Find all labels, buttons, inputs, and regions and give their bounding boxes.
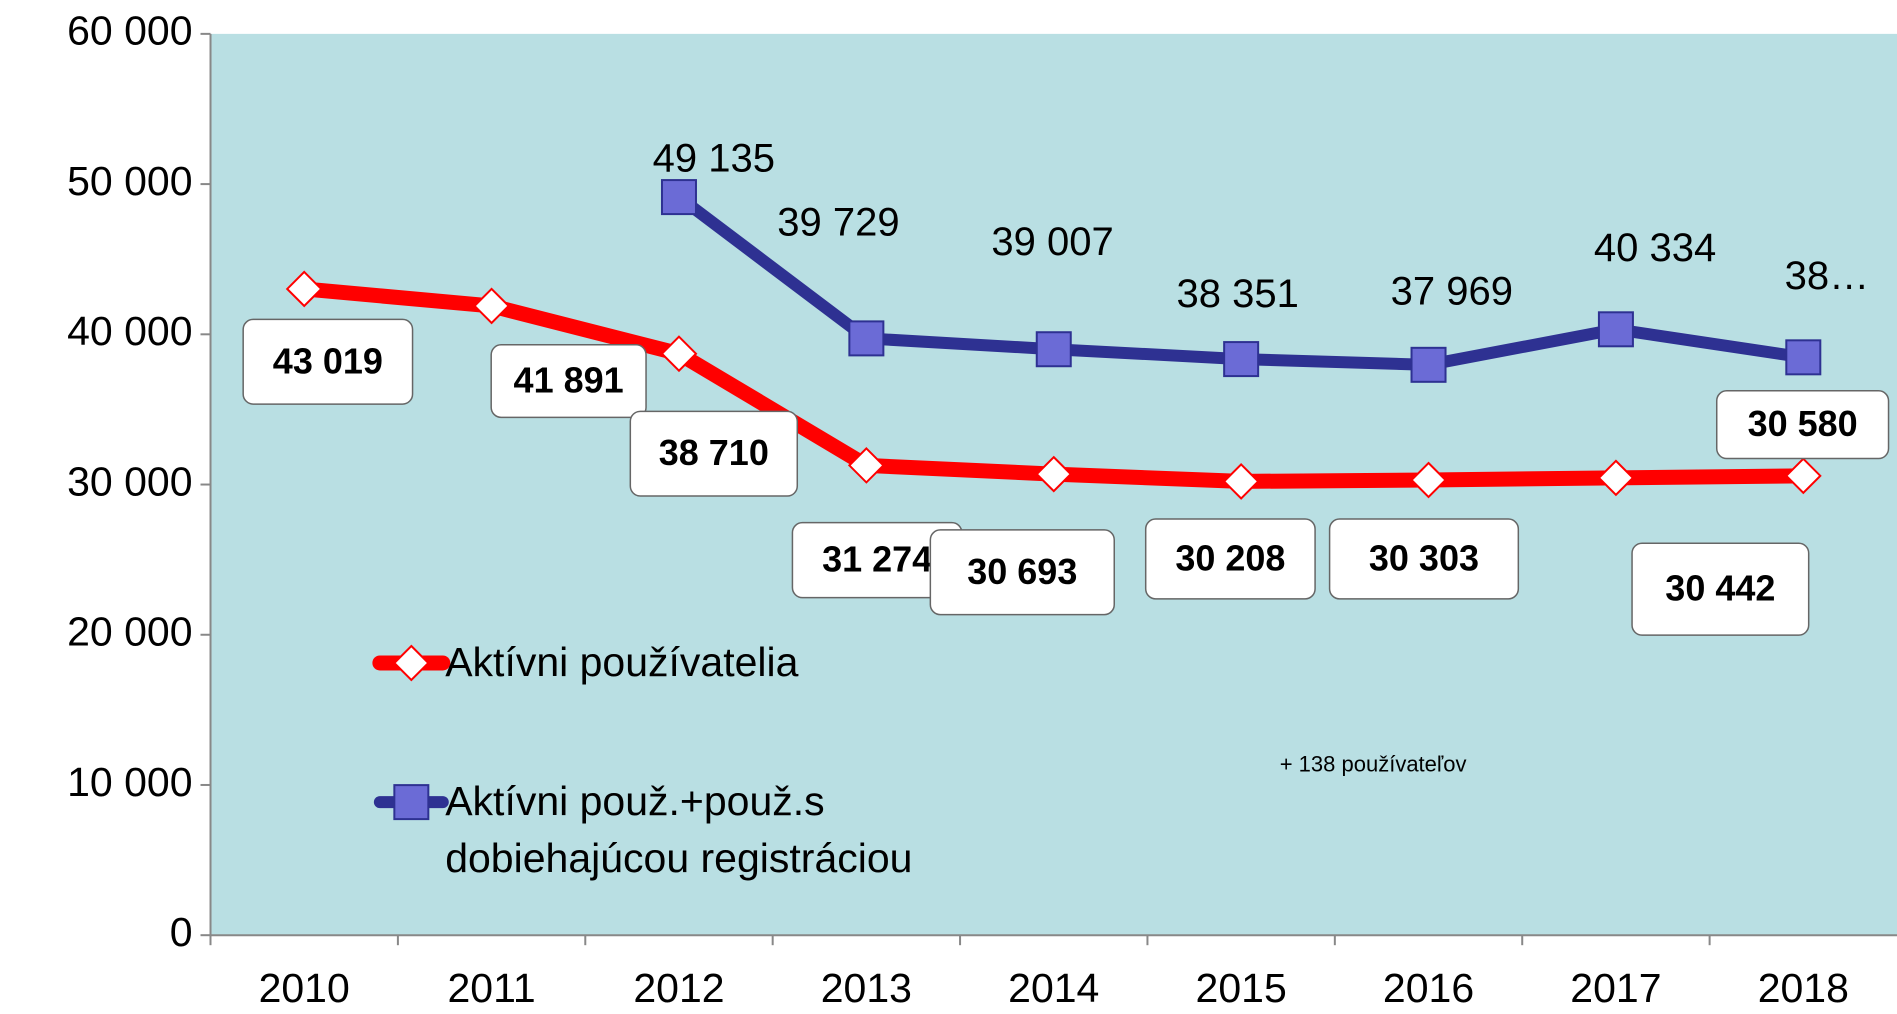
y-tick-label: 0 [170, 909, 193, 955]
point [848, 320, 885, 357]
data-label: 38 351 [1176, 272, 1298, 316]
data-label: 49 135 [653, 136, 775, 180]
point [1410, 346, 1447, 383]
x-tick-label: 2018 [1758, 965, 1849, 1011]
data-label-box [1631, 542, 1810, 636]
data-label-box [1144, 518, 1316, 600]
data-label: 30 580 [1748, 403, 1858, 444]
data-label: 43 019 [273, 340, 383, 381]
data-label: 30 442 [1665, 568, 1775, 609]
point [1223, 341, 1260, 378]
data-label: 40 334 [1594, 226, 1716, 270]
data-label: 37 969 [1391, 270, 1513, 314]
x-tick-label: 2015 [1196, 965, 1287, 1011]
data-label: 41 891 [514, 360, 624, 401]
data-label-box [490, 344, 647, 419]
data-label-box [1715, 390, 1890, 460]
legend-label: Aktívni použ.+použ.s dobiehajúcou regist… [445, 778, 913, 882]
data-label: 30 303 [1369, 537, 1479, 578]
point [1035, 455, 1073, 493]
x-tick-label: 2013 [821, 965, 912, 1011]
point [1410, 461, 1447, 499]
data-label: 39 729 [777, 201, 899, 245]
x-tick-label: 2011 [448, 965, 536, 1011]
point [1785, 339, 1822, 376]
data-label: 30 693 [967, 551, 1077, 592]
y-tick-label: 50 000 [67, 158, 192, 204]
point [1597, 459, 1635, 497]
point [1784, 457, 1822, 495]
data-label-box [929, 529, 1115, 616]
y-tick-label: 60 000 [67, 8, 192, 54]
x-tick-label: 2016 [1383, 965, 1474, 1011]
point [1035, 331, 1072, 368]
point [1222, 462, 1260, 500]
y-tick-label: 30 000 [67, 458, 192, 504]
point [392, 644, 430, 682]
y-tick-label: 40 000 [67, 308, 192, 354]
point [1597, 311, 1634, 348]
data-label: 30 208 [1175, 537, 1285, 578]
y-tick-label: 20 000 [67, 609, 192, 655]
point [393, 784, 430, 821]
data-label: 38 710 [659, 432, 769, 473]
data-label-box [629, 410, 799, 497]
point [660, 335, 698, 373]
x-tick-label: 2014 [1008, 965, 1099, 1011]
x-tick-label: 2012 [633, 965, 724, 1011]
y-tick-label: 10 000 [67, 759, 192, 805]
x-tick-label: 2010 [259, 965, 350, 1011]
data-label-box [1328, 518, 1520, 600]
point [285, 270, 323, 308]
data-label: 31 274 [822, 539, 932, 580]
point [660, 179, 697, 216]
annotation: + 138 používateľov [1280, 752, 1467, 777]
point [847, 446, 885, 484]
data-label: 39 007 [991, 220, 1113, 264]
point [473, 287, 511, 325]
legend-label: Aktívni používatelia [445, 638, 799, 685]
x-tick-label: 2017 [1570, 965, 1661, 1011]
data-label-box [242, 318, 414, 405]
data-label: 38… [1785, 254, 1870, 298]
